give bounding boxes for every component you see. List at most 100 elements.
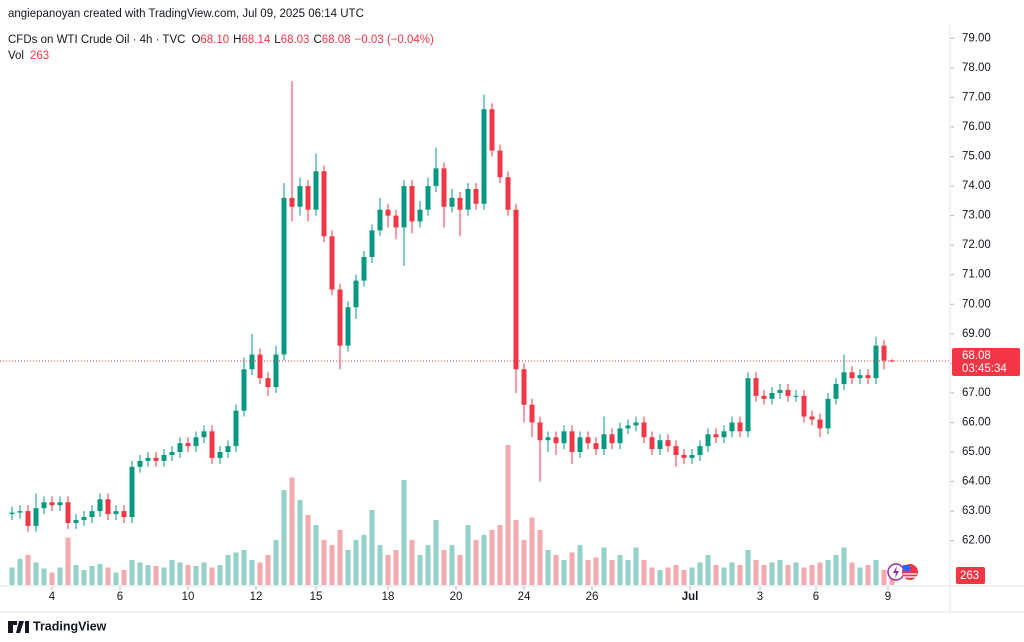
volume-bar: [625, 560, 631, 585]
ohlc-key: L: [274, 34, 281, 46]
volume-bar: [585, 560, 591, 585]
volume-bar: [433, 520, 439, 585]
ohlc-value: 68.14: [241, 34, 270, 46]
footer-logo: TradingView: [8, 619, 107, 633]
candle-body: [489, 109, 495, 151]
candle-body: [129, 466, 135, 518]
candle-body: [33, 508, 39, 526]
x-tick-label: 10: [182, 591, 195, 603]
candle-body: [441, 168, 447, 207]
volume-bar: [425, 545, 431, 585]
candle-body: [25, 511, 31, 526]
y-tick-label: 69.00: [962, 328, 991, 340]
ohlc-value: 68.08: [322, 34, 351, 46]
volume-bar: [89, 566, 95, 585]
volume-bar: [161, 567, 167, 585]
candle-body: [89, 511, 95, 518]
candle-body: [249, 354, 255, 370]
candle-body: [601, 434, 607, 450]
candle-body: [873, 345, 879, 379]
x-tick-label: 6: [117, 591, 123, 603]
volume-value: 263: [30, 50, 49, 62]
volume-bar: [745, 550, 751, 585]
ohlc-key: O: [191, 34, 200, 46]
volume-bar: [833, 555, 839, 585]
candle-body: [345, 307, 351, 346]
volume-bar: [497, 525, 503, 585]
x-tick-label: Jul: [682, 591, 699, 603]
candle-body: [729, 422, 735, 432]
y-tick-label: 64.00: [962, 476, 991, 488]
volume-bar: [721, 567, 727, 585]
candle-body: [713, 434, 719, 438]
volume-bar: [481, 535, 487, 585]
candle-body: [617, 428, 623, 444]
candle-body: [105, 499, 111, 515]
ohlc-key: C: [313, 34, 321, 46]
candle-body: [537, 422, 543, 441]
volume-bar: [857, 567, 863, 585]
candle-body: [425, 186, 431, 210]
candle-body: [721, 431, 727, 438]
candle-body: [9, 512, 15, 515]
candle-body: [329, 236, 335, 290]
volume-bar: [801, 567, 807, 585]
candle-body: [209, 431, 215, 458]
candle-body: [57, 502, 63, 506]
candle-body: [433, 168, 439, 187]
volume-bar: [569, 552, 575, 585]
volume-bar: [881, 570, 887, 585]
volume-bar: [409, 540, 415, 585]
volume-bar: [145, 565, 151, 585]
candle-body: [369, 230, 375, 257]
candle-body: [833, 384, 839, 399]
candle-body: [857, 375, 863, 379]
volume-bar: [361, 535, 367, 585]
lightning-icon: [893, 566, 899, 578]
volume-bar: [825, 560, 831, 585]
candle-body: [809, 416, 815, 420]
candle-body: [321, 171, 327, 237]
volume-bar: [289, 477, 295, 585]
candle-body: [777, 389, 783, 393]
volume-bar: [65, 537, 71, 585]
y-tick-label: 67.00: [962, 387, 991, 399]
candle-body: [353, 280, 359, 308]
volume-bar: [641, 560, 647, 585]
volume-bar: [41, 568, 47, 585]
candle-body: [753, 378, 759, 396]
volume-bar: [593, 557, 599, 585]
x-tick-label: 15: [310, 591, 323, 603]
volume-bar: [73, 565, 79, 585]
candle-body: [305, 186, 311, 210]
y-tick-label: 78.00: [962, 62, 991, 74]
volume-bar: [225, 555, 231, 585]
candle-body: [633, 422, 639, 426]
last-price: 68.08: [962, 350, 991, 362]
flag-canton: [903, 565, 910, 571]
y-tick-label: 73.00: [962, 210, 991, 222]
volume-bar: [809, 565, 815, 585]
candle-body: [561, 431, 567, 444]
volume-bar: [705, 555, 711, 585]
candle-body: [521, 369, 527, 405]
volume-bar: [761, 565, 767, 585]
candle-body: [289, 197, 295, 207]
volume-bar: [841, 547, 847, 585]
candle-body: [65, 502, 71, 523]
volume-bar: [385, 555, 391, 585]
volume-bar: [865, 565, 871, 585]
ohlc-key: H: [233, 34, 241, 46]
candle-body: [41, 502, 47, 509]
candle-body: [257, 354, 263, 379]
volume-bar: [217, 565, 223, 585]
plot-area: [0, 37, 954, 590]
candle-body: [169, 452, 175, 455]
volume-bar: [737, 565, 743, 585]
volume-bar: [209, 567, 215, 585]
volume-bar: [873, 560, 879, 585]
volume-bar: [265, 555, 271, 585]
volume-bar: [681, 570, 687, 585]
change: −0.03 (−0.04%): [355, 34, 434, 46]
volume-bar: [417, 555, 423, 585]
